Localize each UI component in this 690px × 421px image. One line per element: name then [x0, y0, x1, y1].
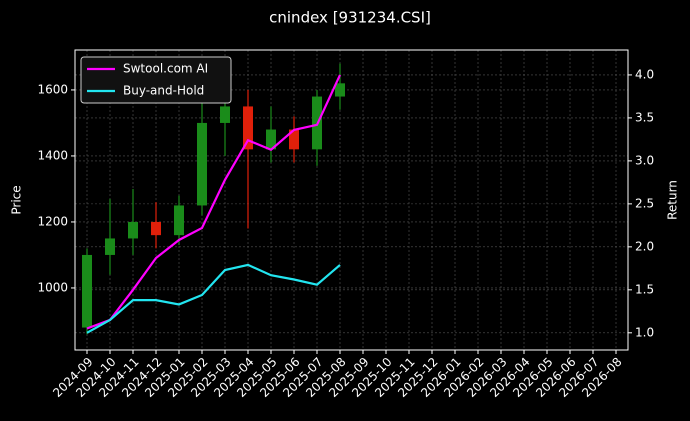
candle-body	[151, 221, 161, 236]
legend-label: Swtool.com AI	[123, 62, 208, 76]
y2-tick-label: 1.5	[635, 282, 654, 296]
candle-body	[266, 129, 276, 150]
y2-tick-label: 3.0	[635, 153, 654, 167]
legend-label: Buy-and-Hold	[123, 84, 204, 98]
y2-tick-label: 2.0	[635, 239, 654, 253]
y2-axis-label: Return	[666, 180, 680, 220]
y-tick-label: 1600	[37, 82, 68, 96]
y-tick-label: 1200	[37, 214, 68, 228]
candle-body	[197, 122, 207, 206]
y2-tick-label: 2.5	[635, 196, 654, 210]
candle-body	[82, 254, 92, 328]
y2-tick-label: 1.0	[635, 325, 654, 339]
legend-box	[80, 56, 232, 104]
y-axis-label: Price	[10, 185, 24, 214]
candle-body	[243, 106, 253, 150]
y-tick-label: 1400	[37, 148, 68, 162]
candle-body	[128, 221, 138, 239]
line-series	[86, 74, 341, 330]
chart-title: cnindex [931234.CSI]	[269, 9, 431, 27]
y2-tick-label: 4.0	[635, 67, 654, 81]
candle-body	[105, 238, 115, 255]
candle-body	[174, 205, 184, 236]
candle-body	[220, 106, 230, 123]
y-tick-label: 1000	[37, 280, 68, 294]
line-series	[86, 263, 341, 334]
y2-tick-label: 3.5	[635, 110, 654, 124]
candle-body	[335, 83, 345, 97]
candle-body	[289, 129, 299, 150]
plot-frame	[74, 49, 629, 351]
